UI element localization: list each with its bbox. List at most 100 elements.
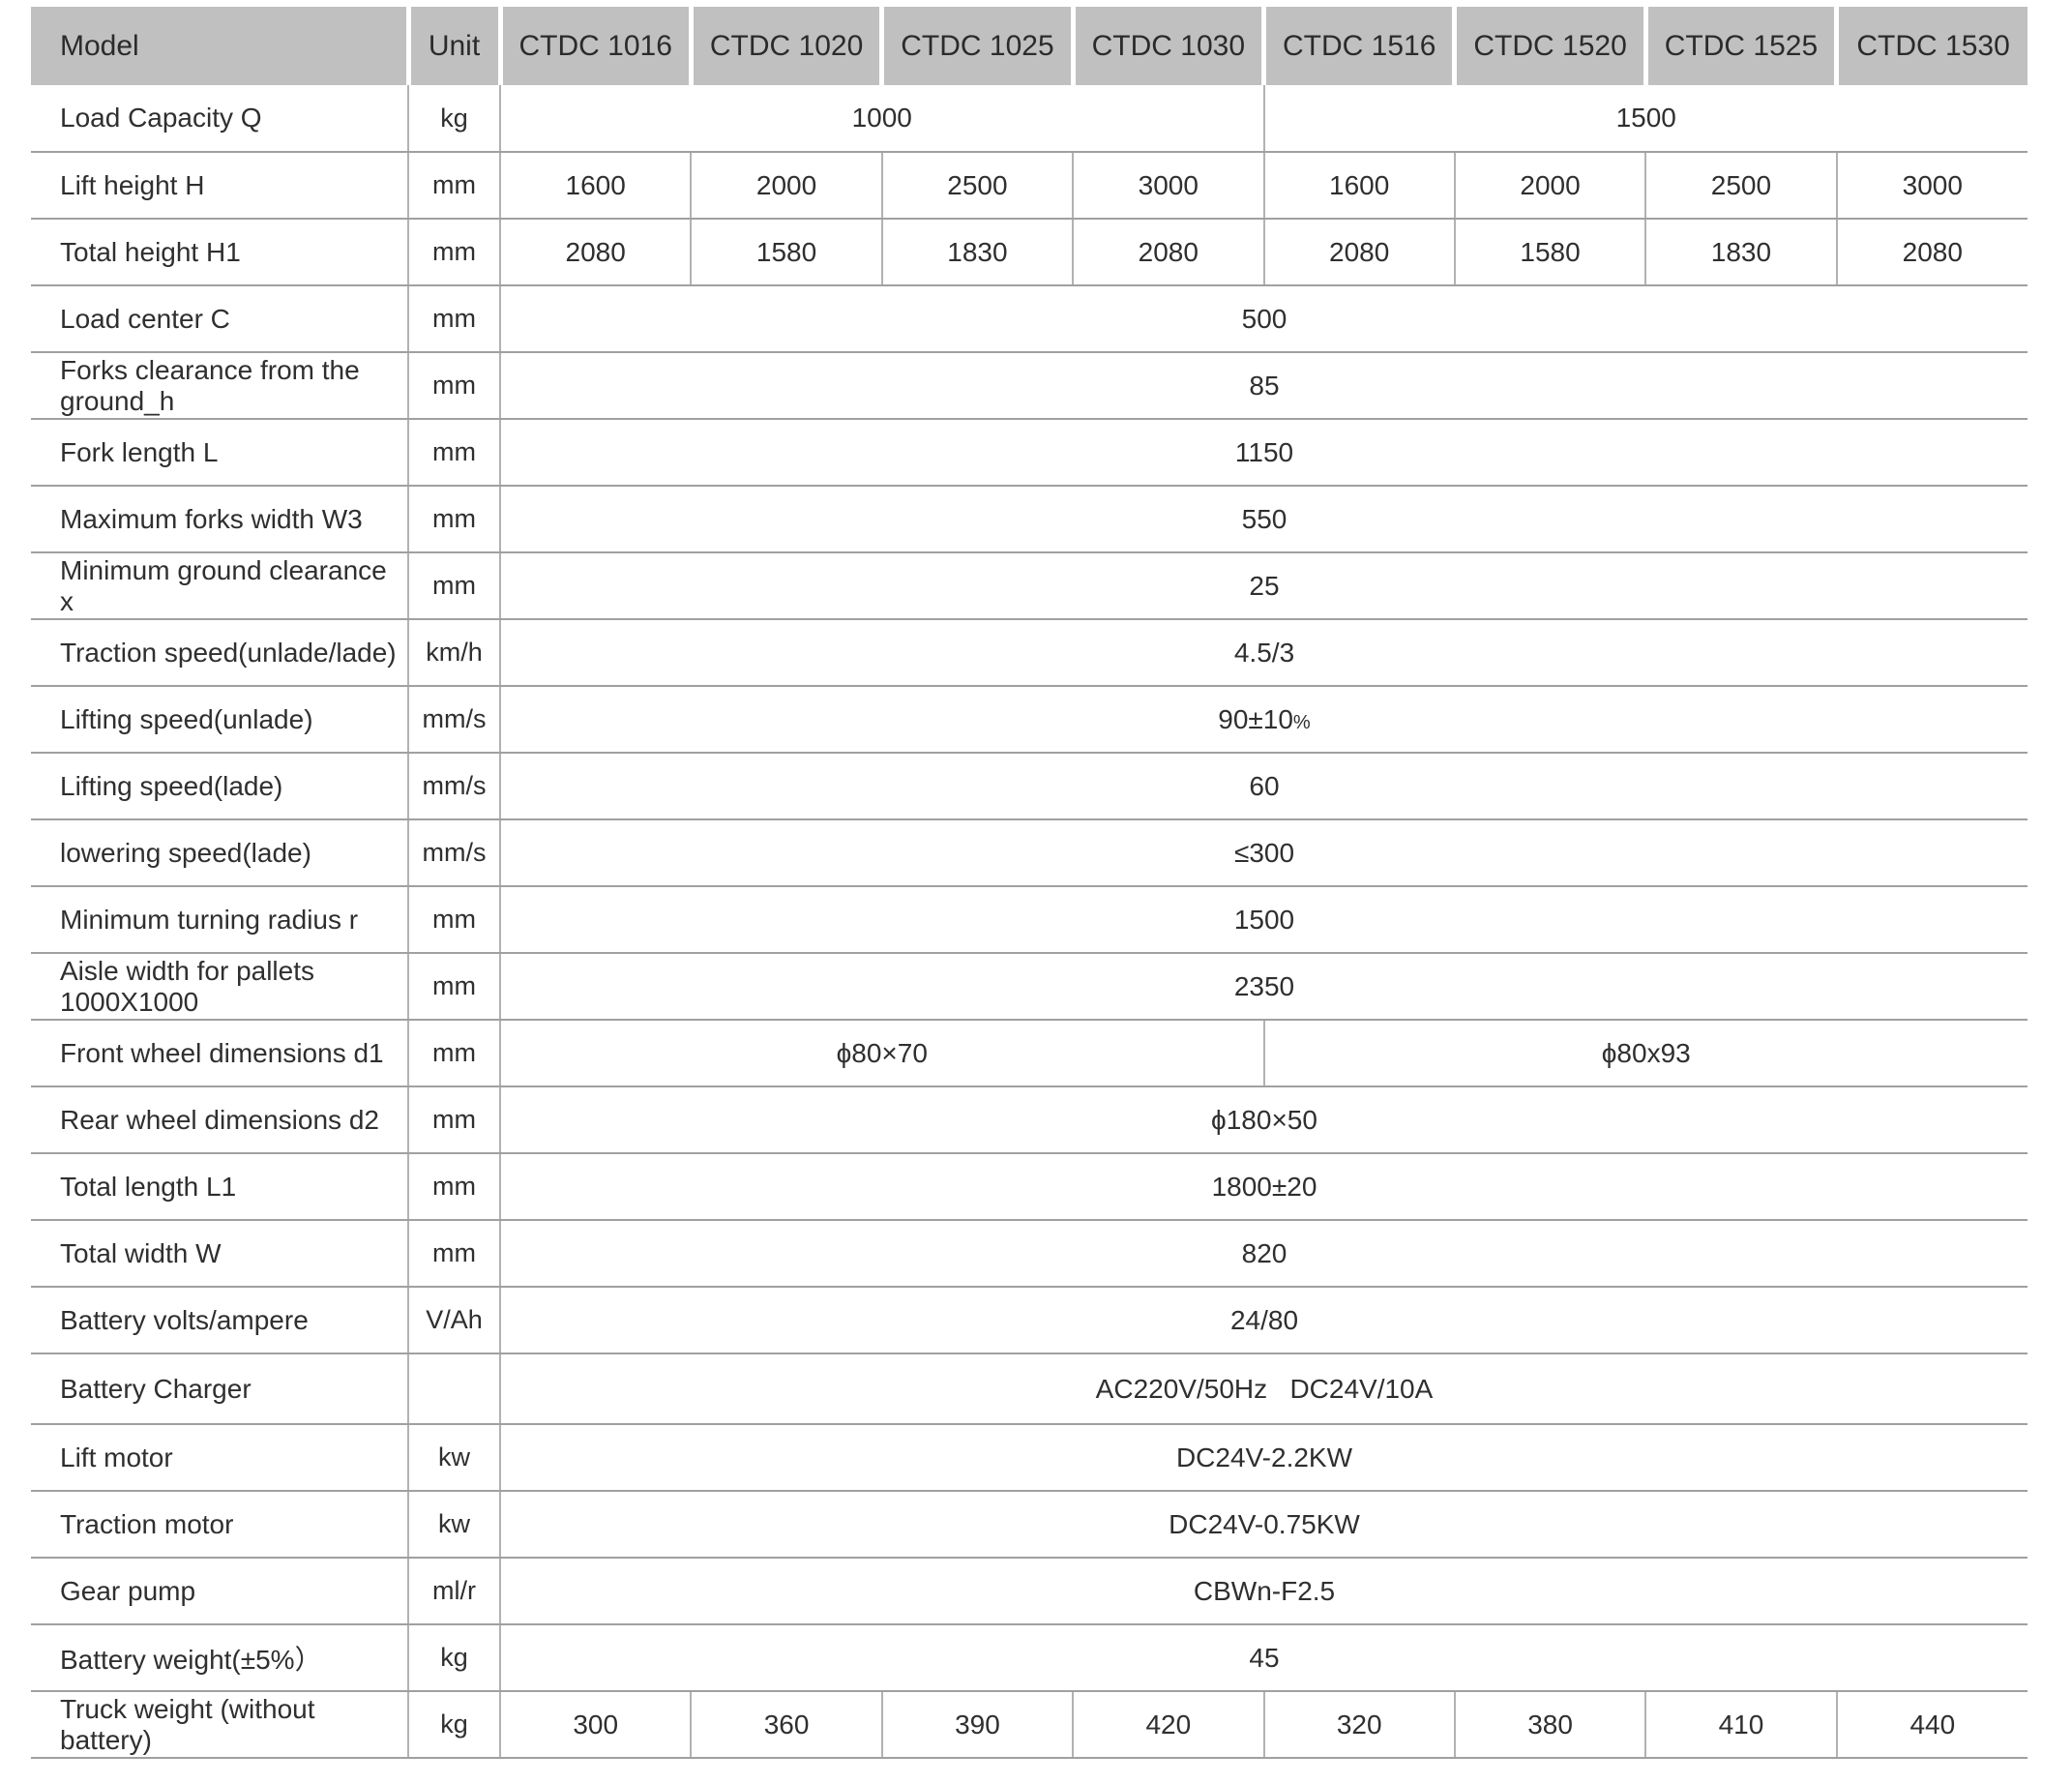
- table-row: Lift motor kw DC24V-2.2KW: [31, 1424, 2028, 1492]
- forklift-spec-table: Model Unit CTDC 1016 CTDC 1020 CTDC 1025 CT…: [31, 7, 2028, 1759]
- row-label: Lifting speed(unlade): [31, 686, 409, 754]
- row-label: Forks clearance from the ground_h: [31, 352, 409, 420]
- table-row: Minimum ground clearance x mm 25: [31, 552, 2028, 620]
- table-row: Traction speed(unlade/lade) km/h 4.5/3: [31, 619, 2028, 687]
- column-header-ctdc-1025: CTDC 1025: [881, 7, 1076, 85]
- value-cell: DC24V-0.75KW: [500, 1491, 2028, 1559]
- small-suffix: %: [1292, 711, 1311, 733]
- unit-cell: kg: [408, 1624, 501, 1692]
- unit-cell: kw: [408, 1491, 501, 1559]
- row-label: Load Capacity Q: [31, 85, 409, 153]
- row-label: Lift motor: [31, 1424, 409, 1492]
- unit-cell: kg: [408, 85, 501, 153]
- value-cell: 550: [500, 486, 2028, 553]
- unit-cell: mm: [408, 1020, 501, 1087]
- value-cell: 1580: [690, 219, 882, 286]
- value-cell: 1580: [1453, 219, 1646, 286]
- row-label: Battery volts/ampere: [31, 1287, 409, 1354]
- row-label: Maximum forks width W3: [31, 486, 409, 553]
- value-cell: 2080: [500, 219, 692, 286]
- row-label: Truck weight (without battery): [31, 1691, 409, 1759]
- table-row: Battery weight(±5%） kg 45: [31, 1624, 2028, 1692]
- table-row: Lifting speed(unlade) mm/s 90±10%: [31, 686, 2028, 754]
- unit-cell: mm: [408, 486, 501, 553]
- unit-cell: mm/s: [408, 753, 501, 820]
- unit-cell: mm: [408, 552, 501, 620]
- table-row: Traction motor kw DC24V-0.75KW: [31, 1491, 2028, 1559]
- model-column-header: Model: [31, 7, 411, 85]
- unit-cell: ml/r: [408, 1558, 501, 1625]
- value-cell: 1830: [1644, 219, 1837, 286]
- table-row: Battery Charger AC220V/50Hz DC24V/10A: [31, 1353, 2028, 1425]
- row-label: Rear wheel dimensions d2: [31, 1086, 409, 1154]
- column-header-ctdc-1030: CTDC 1030: [1073, 7, 1267, 85]
- column-header-ctdc-1530: CTDC 1530: [1836, 7, 2028, 85]
- value-cell: 85: [500, 352, 2028, 420]
- value-cell: 2080: [1072, 219, 1264, 286]
- value-cell: AC220V/50Hz DC24V/10A: [500, 1353, 2028, 1425]
- column-header-ctdc-1520: CTDC 1520: [1454, 7, 1648, 85]
- unit-cell: mm/s: [408, 819, 501, 887]
- row-label: Total height H1: [31, 219, 409, 286]
- row-label: Load center C: [31, 285, 409, 353]
- value-cell: 1800±20: [500, 1153, 2028, 1221]
- row-label: Aisle width for pallets 1000X1000: [31, 953, 409, 1021]
- value-cell: 1600: [500, 152, 692, 220]
- value-cell: 1830: [880, 219, 1074, 286]
- unit-cell: mm/s: [408, 686, 501, 754]
- row-label: Total length L1: [31, 1153, 409, 1221]
- unit-cell: mm: [408, 152, 501, 220]
- row-label: Lifting speed(lade): [31, 753, 409, 820]
- value-cell: ≤300: [500, 819, 2028, 887]
- value-cell: 24/80: [500, 1287, 2028, 1354]
- value-cell: DC24V-2.2KW: [500, 1424, 2028, 1492]
- unit-cell: mm: [408, 953, 501, 1021]
- value-cell: 1600: [1262, 152, 1455, 220]
- table-row: Battery volts/ampere V/Ah 24/80: [31, 1287, 2028, 1354]
- value-cell: 25: [500, 552, 2028, 620]
- row-label: Traction speed(unlade/lade): [31, 619, 409, 687]
- row-label: Traction motor: [31, 1491, 409, 1559]
- value-cell: 440: [1835, 1691, 2028, 1759]
- value-cell: 1500: [1262, 85, 2028, 153]
- column-header-ctdc-1016: CTDC 1016: [500, 7, 694, 85]
- table-row: lowering speed(lade) mm/s ≤300: [31, 819, 2028, 887]
- value-cell: 390: [880, 1691, 1074, 1759]
- header-row: Model Unit CTDC 1016 CTDC 1020 CTDC 1025 CT…: [31, 7, 2028, 85]
- value-cell: ϕ80x93: [1262, 1020, 2028, 1087]
- unit-cell: km/h: [408, 619, 501, 687]
- unit-cell: mm: [408, 352, 501, 420]
- value-cell: 4.5/3: [500, 619, 2028, 687]
- unit-column-header: Unit: [408, 7, 503, 85]
- unit-cell: mm: [408, 886, 501, 954]
- value-cell: 2000: [690, 152, 882, 220]
- table-row: Aisle width for pallets 1000X1000 mm 2350: [31, 953, 2028, 1021]
- value-cell: 1150: [500, 419, 2028, 487]
- table-row: Lifting speed(lade) mm/s 60: [31, 753, 2028, 820]
- value-cell: 1000: [500, 85, 1264, 153]
- value-cell: ϕ80×70: [500, 1020, 1264, 1087]
- row-label: Minimum turning radius r: [31, 886, 409, 954]
- value-cell: 2500: [880, 152, 1074, 220]
- value-cell: 45: [500, 1624, 2028, 1692]
- value-cell: 2080: [1262, 219, 1455, 286]
- row-label: Lift height H: [31, 152, 409, 220]
- unit-cell: V/Ah: [408, 1287, 501, 1354]
- value-cell: 420: [1072, 1691, 1264, 1759]
- row-label: Fork length L: [31, 419, 409, 487]
- column-header-ctdc-1020: CTDC 1020: [691, 7, 885, 85]
- spec-table-header: Model Unit CTDC 1016 CTDC 1020 CTDC 1025 CT…: [31, 7, 2028, 85]
- table-row: Truck weight (without battery) kg 300 360 39…: [31, 1691, 2028, 1759]
- row-label: Battery Charger: [31, 1353, 409, 1425]
- value-cell: 410: [1644, 1691, 1837, 1759]
- table-row: Minimum turning radius r mm 1500: [31, 886, 2028, 954]
- value-cell: 2000: [1453, 152, 1646, 220]
- unit-cell: kg: [408, 1691, 501, 1759]
- value-cell: ϕ180×50: [500, 1086, 2028, 1154]
